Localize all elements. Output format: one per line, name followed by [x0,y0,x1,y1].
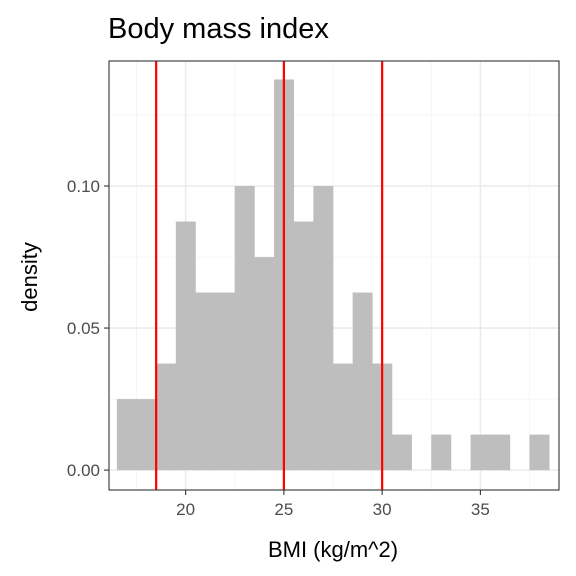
y-tick-label-0: 0.00 [67,461,100,480]
bars [116,79,550,471]
histogram-bar-9 [293,221,314,471]
y-tick-label-2: 0.10 [67,177,100,196]
histogram-bar-5 [215,292,236,471]
panel-border [108,60,560,491]
y-tick-label-1: 0.05 [67,319,100,338]
x-tick-label-3: 35 [471,500,490,519]
histogram-bar-18 [470,434,491,471]
y-axis-label: density [17,242,42,312]
x-axis-ticks: 20 25 30 35 [176,490,490,519]
histogram-bar-11 [333,363,353,471]
histogram-bar-14 [391,434,412,471]
y-axis-ticks: 0.00 0.05 0.10 [67,177,109,480]
histogram-bar-1 [136,399,157,471]
reference-lines [155,61,384,490]
x-tick-label-2: 30 [373,500,392,519]
x-tick-label-1: 25 [274,500,293,519]
x-tick-label-0: 20 [176,500,195,519]
histogram-bar-12 [352,292,373,471]
histogram-bar-16 [431,434,452,471]
histogram-bar-2 [156,363,177,471]
x-axis-label: BMI (kg/m^2) [268,537,398,562]
histogram-bar-19 [490,434,511,471]
chart-title: Body mass index [108,13,329,45]
histogram-bar-6 [234,186,255,471]
histogram-bar-3 [175,221,196,471]
histogram-bar-4 [195,292,216,471]
histogram-bar-0 [116,399,137,471]
histogram-bar-10 [313,186,334,471]
histogram-bar-7 [254,257,275,471]
histogram-bar-21 [529,434,550,471]
